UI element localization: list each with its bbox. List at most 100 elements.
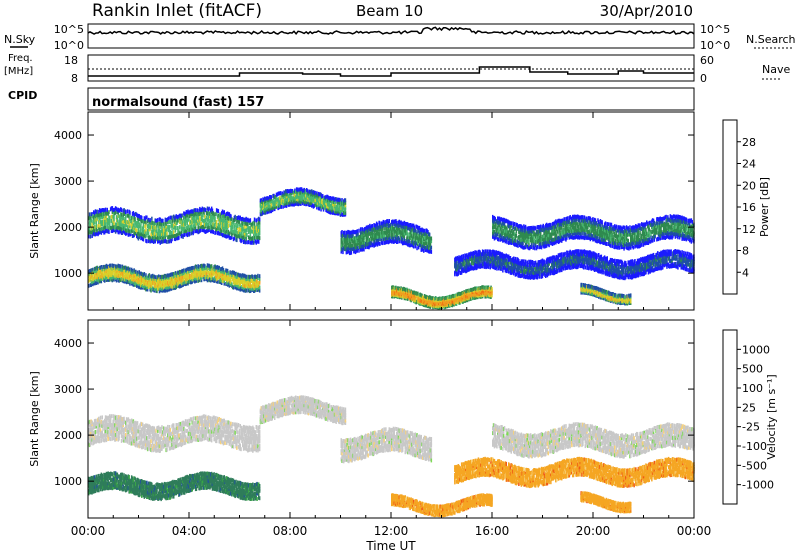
data-cell [248, 226, 251, 231]
data-cell [111, 221, 114, 226]
data-cell [206, 226, 209, 231]
data-cell [122, 276, 124, 281]
data-cell [537, 265, 539, 270]
data-cell [97, 266, 99, 271]
data-cell [111, 266, 114, 271]
data-cell [237, 272, 239, 277]
data-cell [458, 291, 460, 296]
data-cell [525, 267, 528, 272]
data-cell [221, 218, 223, 222]
data-cell [108, 226, 110, 231]
data-cell [119, 218, 121, 223]
data-cell [96, 268, 98, 273]
data-cell [269, 197, 272, 202]
data-cell [120, 222, 123, 226]
data-cell [556, 270, 558, 274]
data-cell [497, 264, 500, 269]
data-cell [92, 219, 94, 224]
freq-label-line1: Freq. [8, 53, 33, 64]
data-cell [109, 263, 111, 268]
data-cell [315, 203, 317, 207]
data-cell [228, 215, 231, 220]
data-cell [206, 211, 209, 216]
data-cell [189, 280, 192, 285]
data-cell [343, 205, 345, 210]
data-cell [253, 236, 255, 241]
data-cell [552, 268, 555, 273]
data-cell [232, 237, 235, 242]
data-cell [338, 208, 341, 213]
data-cell [255, 229, 257, 234]
data-cell [463, 264, 465, 269]
data-cell [468, 292, 470, 297]
data-cell [457, 268, 459, 273]
data-cell [325, 208, 327, 213]
data-cell [117, 278, 119, 283]
data-cell [247, 281, 249, 286]
data-cell [211, 226, 214, 231]
data-cell [110, 270, 113, 275]
data-cell [419, 299, 422, 303]
data-cell [153, 225, 156, 230]
data-cell [171, 226, 173, 230]
data-cell [311, 196, 314, 201]
data-cell [157, 231, 159, 236]
data-cell [496, 253, 498, 258]
data-cell [457, 271, 459, 276]
data-cell [386, 233, 388, 238]
data-cell [124, 227, 126, 232]
data-cell [329, 198, 332, 203]
data-cell [205, 265, 208, 270]
data-cell [192, 277, 194, 282]
data-cell [274, 202, 276, 207]
data-cell [274, 200, 276, 205]
data-cell [257, 273, 259, 278]
data-cell [341, 207, 343, 212]
data-cell [372, 233, 374, 238]
data-cell [122, 222, 124, 227]
data-cell [298, 197, 300, 201]
data-cell [108, 268, 110, 273]
data-cell [428, 240, 431, 245]
data-cell [178, 229, 180, 234]
data-cell [332, 196, 334, 201]
data-cell [398, 219, 401, 224]
data-cell [228, 277, 231, 282]
data-cell [179, 270, 182, 275]
data-cell [225, 281, 227, 286]
data-cell [290, 196, 293, 200]
data-cell [390, 232, 392, 237]
data-cell [171, 219, 173, 224]
data-cell [225, 270, 227, 275]
data-cell [342, 250, 344, 255]
data-cell [231, 282, 233, 287]
data-cell [164, 231, 167, 236]
data-cell [248, 236, 251, 241]
data-cell [196, 211, 199, 216]
data-cell [221, 267, 223, 272]
data-cell [324, 195, 326, 200]
data-cell [243, 224, 246, 229]
data-cell [106, 222, 108, 226]
data-cell [193, 219, 195, 224]
data-cell [128, 209, 130, 214]
data-cell [312, 197, 315, 202]
data-cell [355, 242, 358, 247]
data-cell [247, 288, 250, 293]
data-cell [543, 263, 545, 268]
data-cell [194, 276, 196, 280]
data-cell [373, 237, 375, 242]
data-cell [101, 227, 103, 232]
data-cell [510, 268, 512, 273]
data-cell [207, 210, 209, 215]
data-cell [182, 234, 184, 239]
data-cell [367, 242, 369, 247]
data-cell [391, 285, 394, 290]
data-cell [239, 228, 241, 233]
data-cell [363, 244, 365, 249]
data-cell [492, 252, 495, 257]
data-cell [237, 223, 239, 228]
data-cell [320, 207, 322, 212]
data-cell [345, 244, 348, 249]
data-cell [209, 271, 211, 276]
